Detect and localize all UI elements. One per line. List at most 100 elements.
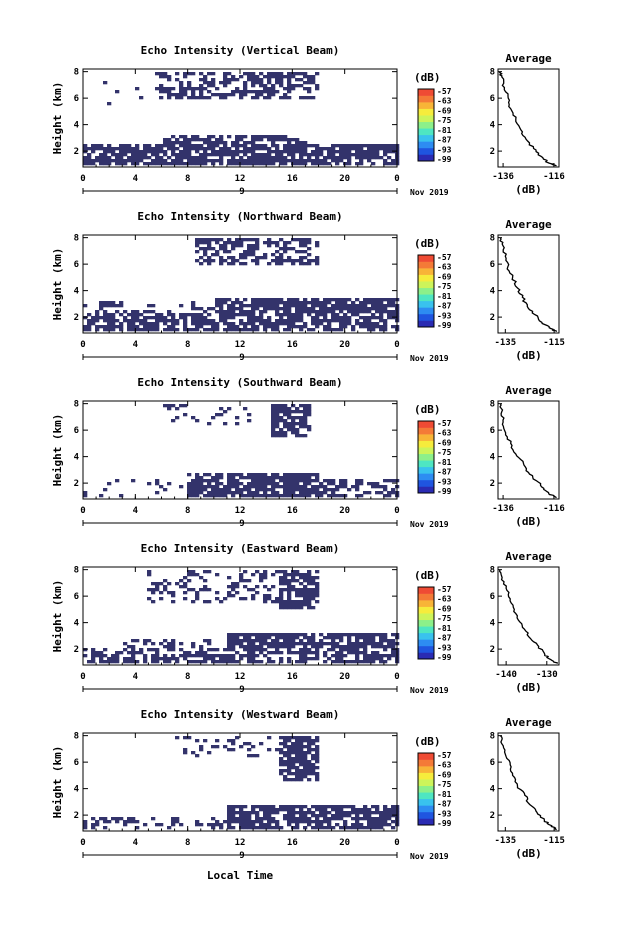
echo-cell bbox=[307, 313, 312, 317]
echo-cell bbox=[235, 582, 240, 586]
echo-cell bbox=[359, 310, 364, 314]
echo-cell bbox=[199, 322, 204, 326]
echo-cell bbox=[279, 84, 284, 88]
echo-cell bbox=[279, 410, 284, 414]
echo-cell bbox=[299, 78, 304, 82]
echo-cell bbox=[275, 241, 280, 245]
echo-cell bbox=[195, 479, 200, 483]
echo-cell bbox=[167, 147, 172, 151]
echo-cell bbox=[315, 648, 320, 652]
echo-cell bbox=[319, 150, 324, 154]
echo-cell bbox=[359, 304, 364, 308]
echo-cell bbox=[267, 147, 272, 151]
echo-cell bbox=[155, 325, 160, 329]
echo-cell bbox=[215, 93, 220, 97]
echo-cell bbox=[371, 805, 376, 809]
echo-cell bbox=[103, 304, 108, 308]
echo-cell bbox=[151, 322, 156, 326]
echo-cell bbox=[379, 313, 384, 317]
echo-cell bbox=[171, 322, 176, 326]
echo-cell bbox=[163, 404, 168, 408]
echo-cell bbox=[203, 238, 208, 242]
echo-cell bbox=[223, 150, 228, 154]
echo-cell bbox=[207, 262, 212, 266]
echo-cell bbox=[115, 660, 120, 664]
echo-cell bbox=[143, 156, 148, 160]
echo-cell bbox=[391, 491, 396, 495]
echo-cell bbox=[279, 431, 284, 435]
echo-cell bbox=[255, 75, 260, 79]
echo-cell bbox=[367, 328, 372, 332]
echo-cell bbox=[107, 144, 112, 148]
echo-cell bbox=[215, 482, 220, 486]
echo-cell bbox=[163, 319, 168, 323]
echo-cell bbox=[247, 159, 252, 163]
colorbar-tick-label: -75 bbox=[437, 448, 452, 457]
echo-cell bbox=[151, 325, 156, 329]
echo-cell bbox=[315, 594, 320, 598]
echo-cell bbox=[391, 633, 396, 637]
echo-cell bbox=[307, 307, 312, 311]
echo-cell bbox=[171, 150, 176, 154]
x-tick-label: 0 bbox=[80, 340, 85, 350]
echo-cell bbox=[291, 304, 296, 308]
y-tick-label: 6 bbox=[74, 94, 79, 104]
echo-cell bbox=[295, 473, 300, 477]
echo-cell bbox=[311, 639, 316, 643]
colorbar-segment bbox=[418, 766, 434, 773]
echo-cell bbox=[299, 660, 304, 664]
echo-cell bbox=[311, 301, 316, 305]
echo-cell bbox=[331, 808, 336, 812]
echo-cell bbox=[263, 241, 268, 245]
echo-cell bbox=[375, 657, 380, 661]
echo-cell bbox=[315, 156, 320, 160]
echo-cell bbox=[263, 162, 268, 166]
echo-cell bbox=[335, 298, 340, 302]
echo-cell bbox=[227, 820, 232, 824]
echo-cell bbox=[307, 772, 312, 776]
echo-cell bbox=[371, 150, 376, 154]
echo-cell bbox=[287, 600, 292, 604]
echo-cell bbox=[179, 93, 184, 97]
echo-cell bbox=[355, 639, 360, 643]
echo-cell bbox=[231, 259, 236, 263]
echo-cell bbox=[179, 96, 184, 100]
date-label: Nov 2019 bbox=[410, 354, 449, 363]
echo-cell bbox=[159, 75, 164, 79]
echo-cell bbox=[211, 488, 216, 492]
echo-cell bbox=[231, 748, 236, 752]
echo-cell bbox=[107, 304, 112, 308]
echo-cell bbox=[383, 147, 388, 151]
echo-cell bbox=[371, 313, 376, 317]
echo-cell bbox=[275, 820, 280, 824]
echo-cell bbox=[219, 96, 224, 100]
echo-cell bbox=[263, 817, 268, 821]
echo-cell bbox=[371, 633, 376, 637]
echo-cell bbox=[391, 159, 396, 163]
echo-cell bbox=[159, 485, 164, 489]
echo-cell bbox=[211, 328, 216, 332]
echo-cell bbox=[275, 156, 280, 160]
echo-cell bbox=[355, 820, 360, 824]
echo-cell bbox=[339, 657, 344, 661]
echo-cell bbox=[123, 150, 128, 154]
echo-cell bbox=[355, 304, 360, 308]
echo-cell bbox=[303, 147, 308, 151]
echo-cell bbox=[263, 473, 268, 477]
echo-cell bbox=[331, 805, 336, 809]
echo-cell bbox=[271, 485, 276, 489]
echo-cell bbox=[251, 325, 256, 329]
echo-cell bbox=[99, 304, 104, 308]
echo-cell bbox=[195, 823, 200, 827]
echo-cell bbox=[339, 814, 344, 818]
echo-cell bbox=[103, 153, 108, 157]
x-tick-label: 4 bbox=[133, 340, 139, 350]
echo-cell bbox=[351, 313, 356, 317]
colorbar-segment bbox=[418, 619, 434, 627]
echo-cell bbox=[263, 636, 268, 640]
echo-cell bbox=[151, 648, 156, 652]
echo-cell bbox=[303, 814, 308, 818]
echo-cell bbox=[267, 651, 272, 655]
echo-cell bbox=[211, 319, 216, 323]
echo-cell bbox=[235, 78, 240, 82]
